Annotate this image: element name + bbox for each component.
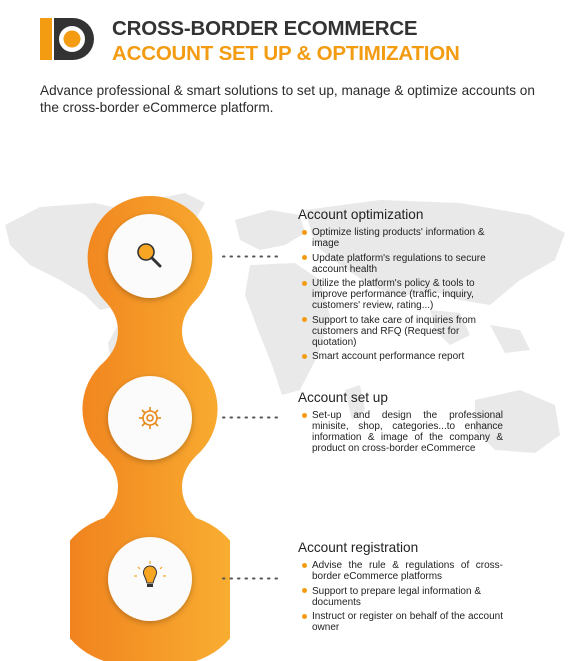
section-title: Account set up — [298, 390, 388, 405]
section-account-registration: Account registration Advise the rule & r… — [298, 540, 503, 637]
list-item: Support to prepare legal information & d… — [298, 586, 503, 608]
connector-dots — [222, 416, 282, 419]
list-item: Smart account performance report — [298, 351, 503, 362]
intro-text: Advance professional & smart solutions t… — [40, 83, 535, 115]
list-item: Update platform's regulations to secure … — [298, 253, 503, 275]
section-list: Advise the rule & regulations of cross-b… — [298, 560, 503, 633]
connector-dots — [222, 577, 282, 580]
section-account-set-up: Account set up Set-up and design the pro… — [298, 390, 503, 458]
page-title-line1: CROSS-BORDER ECOMMERCE — [112, 17, 418, 40]
lightbulb-icon — [134, 561, 166, 587]
list-item: Optimize listing products' information &… — [298, 227, 503, 249]
connector-dots — [222, 255, 282, 258]
list-item: Set-up and design the professional minis… — [298, 410, 503, 454]
list-item: Advise the rule & regulations of cross-b… — [298, 560, 503, 582]
section-list: Set-up and design the professional minis… — [298, 410, 503, 454]
section-list: Optimize listing products' information &… — [298, 227, 503, 362]
section-title: Account registration — [298, 540, 419, 555]
magnifier-icon — [137, 243, 162, 268]
section-title: Account optimization — [298, 207, 424, 222]
brand-logo-icon — [40, 18, 94, 60]
process-chain — [70, 196, 230, 661]
list-item: Utilize the platform's policy & tools to… — [298, 278, 503, 311]
gear-icon — [139, 407, 161, 429]
section-account-optimization: Account optimization Optimize listing pr… — [298, 207, 503, 366]
page-title-line2: ACCOUNT SET UP & OPTIMIZATION — [112, 42, 460, 65]
list-item: Instruct or register on behalf of the ac… — [298, 611, 503, 633]
list-item: Support to take care of inquiries from c… — [298, 315, 503, 348]
